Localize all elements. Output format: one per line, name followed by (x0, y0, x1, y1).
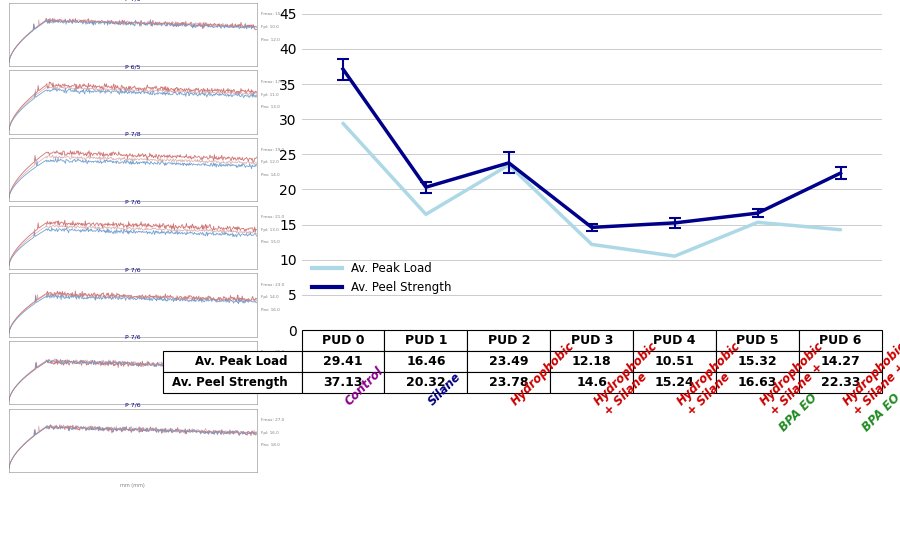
Title: P 7/5: P 7/5 (125, 0, 140, 2)
Text: Fmax: 25.0: Fmax: 25.0 (262, 350, 284, 355)
Text: Fpl: 15.0: Fpl: 15.0 (262, 363, 279, 367)
Text: Pav: 13.0: Pav: 13.0 (262, 105, 280, 109)
Text: Fpl: 11.0: Fpl: 11.0 (262, 92, 279, 97)
Text: Fmax: 21.0: Fmax: 21.0 (262, 215, 284, 219)
Text: Fpl: 12.0: Fpl: 12.0 (262, 160, 279, 164)
Text: mm (mm): mm (mm) (121, 483, 145, 488)
Text: mm (mm): mm (mm) (121, 213, 145, 218)
Title: P 7/6: P 7/6 (125, 335, 140, 340)
Text: Hydrophobic
+ Silane: Hydrophobic + Silane (675, 339, 754, 419)
Text: Fpl: 14.0: Fpl: 14.0 (262, 295, 279, 300)
Text: mm (mm): mm (mm) (121, 78, 145, 82)
Text: mm (mm): mm (mm) (121, 348, 145, 353)
Text: Fmax: 27.0: Fmax: 27.0 (262, 418, 284, 422)
Legend: Av. Peak Load, Av. Peel Strength: Av. Peak Load, Av. Peel Strength (308, 257, 456, 299)
Text: Fmax: 15.0: Fmax: 15.0 (262, 12, 284, 16)
Title: P 6/5: P 6/5 (125, 64, 140, 69)
Text: Pav: 12.0: Pav: 12.0 (262, 37, 280, 42)
Text: Pav: 16.0: Pav: 16.0 (262, 308, 280, 312)
Text: Control: Control (343, 364, 386, 408)
Text: Hydrophobic
+ Silane +: Hydrophobic + Silane + (758, 339, 837, 419)
Text: mm (mm): mm (mm) (121, 280, 145, 285)
Title: P 7/6: P 7/6 (125, 200, 140, 205)
Text: Fpl: 13.0: Fpl: 13.0 (262, 228, 279, 232)
Text: Hydrophobic: Hydrophobic (508, 339, 578, 408)
Text: Silane: Silane (426, 370, 464, 408)
Text: Hydrophobic
+ Silane +: Hydrophobic + Silane + (841, 339, 900, 419)
Text: Pav: 18.0: Pav: 18.0 (262, 443, 280, 448)
Text: Fmax: 23.0: Fmax: 23.0 (262, 283, 284, 287)
Title: P 7/6: P 7/6 (125, 267, 140, 272)
Text: Fmax: 19.0: Fmax: 19.0 (262, 147, 284, 152)
Title: P 7/8: P 7/8 (125, 132, 140, 137)
Title: P 7/6: P 7/6 (125, 403, 140, 408)
Text: BPA EO: BPA EO (860, 392, 900, 434)
Text: Pav: 15.0: Pav: 15.0 (262, 240, 280, 245)
Text: Pav: 14.0: Pav: 14.0 (262, 173, 280, 177)
Text: mm (mm): mm (mm) (121, 416, 145, 421)
Text: Fmax: 17.0: Fmax: 17.0 (262, 80, 284, 84)
Text: Hydrophobic
+ Silane: Hydrophobic + Silane (592, 339, 670, 419)
Text: Fpl: 10.0: Fpl: 10.0 (262, 25, 279, 29)
Text: Pav: 17.0: Pav: 17.0 (262, 376, 280, 380)
Text: Fpl: 16.0: Fpl: 16.0 (262, 431, 279, 435)
Text: BPA EO: BPA EO (778, 392, 821, 434)
Text: mm (mm): mm (mm) (121, 145, 145, 150)
